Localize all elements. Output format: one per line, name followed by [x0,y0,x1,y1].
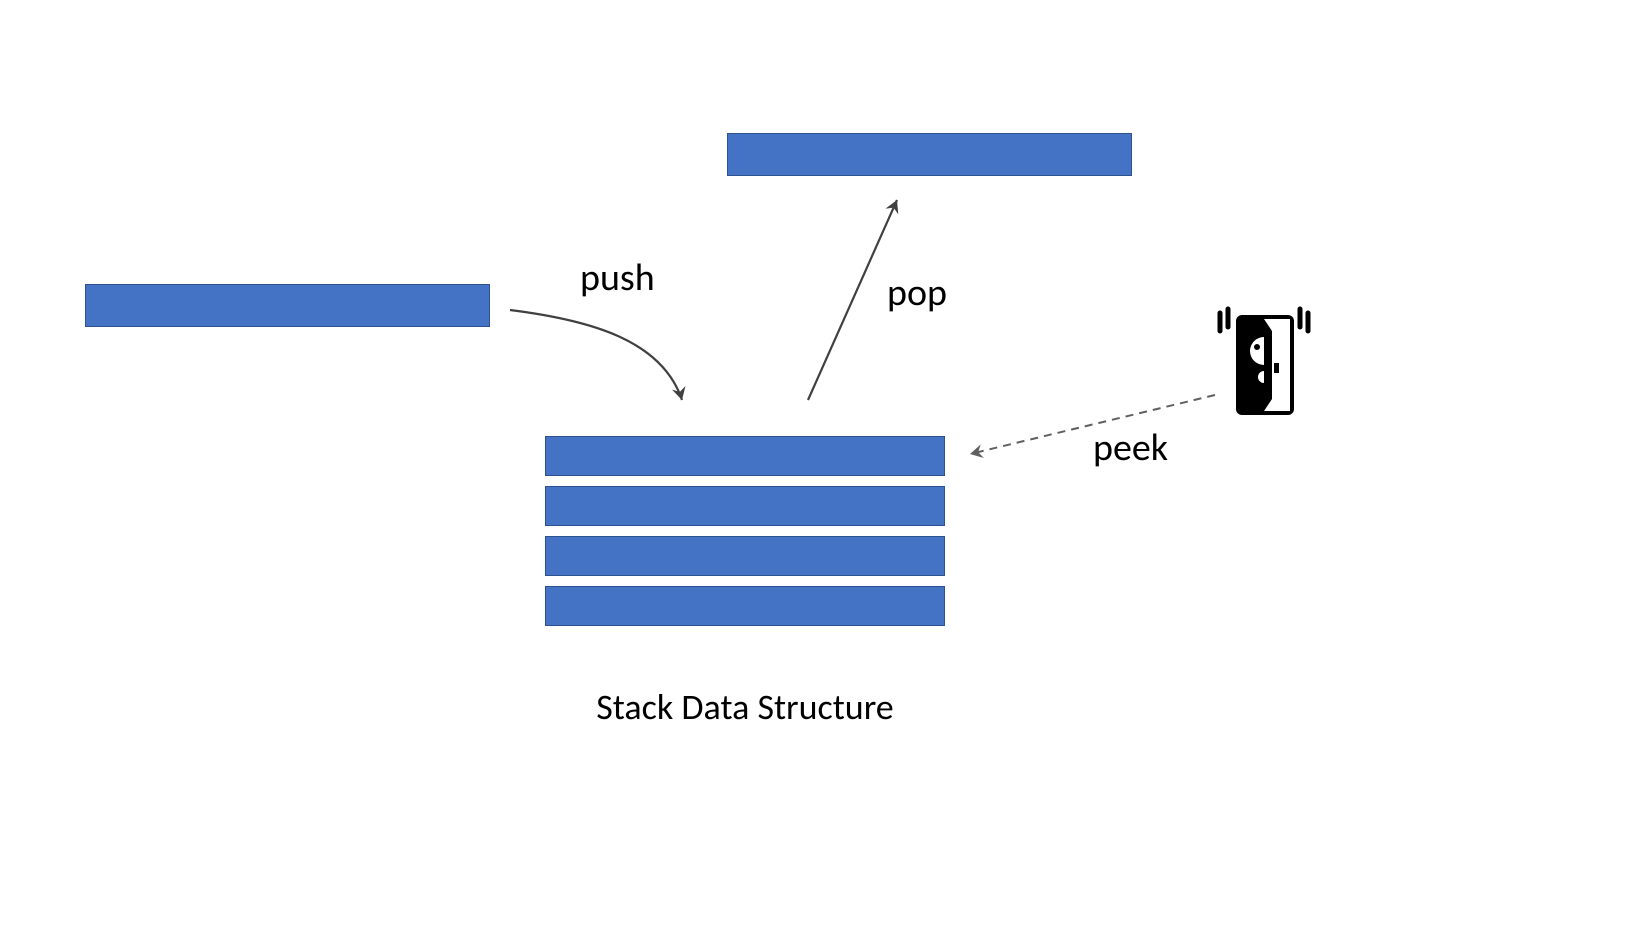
peek-arrowhead [968,444,983,460]
stack-bar [545,586,945,626]
peek-label: peek [1093,425,1168,471]
stack-bar [545,536,945,576]
pop-outgoing-bar [727,133,1132,176]
diagram-title: Stack Data Structure [560,685,930,729]
push-label: push [580,255,655,301]
pop-label: pop [887,270,947,316]
stack-bar [545,486,945,526]
pop-arrowhead [885,197,903,214]
pop-arrow [808,200,897,400]
push-incoming-bar [85,284,490,327]
peek-door-icon [1214,305,1314,425]
push-arrow [510,310,682,400]
stack-bar [545,436,945,476]
push-arrowhead [672,386,689,402]
